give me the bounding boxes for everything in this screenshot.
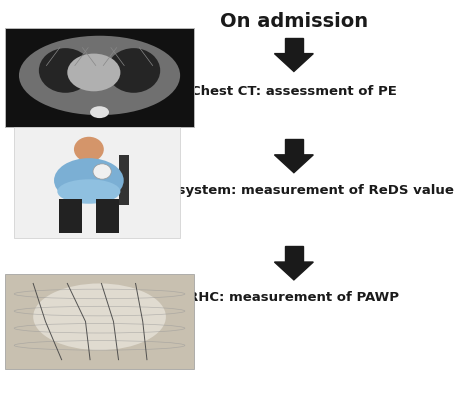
Ellipse shape: [107, 48, 160, 93]
Text: Chest CT: assessment of PE: Chest CT: assessment of PE: [191, 85, 397, 98]
Circle shape: [74, 137, 104, 162]
Text: RHC: measurement of PAWP: RHC: measurement of PAWP: [188, 291, 400, 304]
Polygon shape: [274, 155, 313, 173]
Ellipse shape: [67, 54, 120, 91]
Text: ReDS system: measurement of ReDS value: ReDS system: measurement of ReDS value: [134, 184, 454, 197]
Ellipse shape: [57, 179, 120, 204]
Bar: [59, 199, 82, 233]
Bar: [118, 155, 128, 205]
Ellipse shape: [33, 283, 166, 350]
Bar: [5, 28, 194, 127]
Ellipse shape: [90, 106, 109, 118]
Ellipse shape: [54, 158, 124, 202]
Bar: [5, 274, 194, 369]
Bar: [5, 28, 194, 127]
Polygon shape: [285, 139, 303, 155]
Ellipse shape: [19, 36, 180, 115]
Polygon shape: [274, 54, 313, 71]
Bar: [14, 127, 180, 238]
Polygon shape: [285, 246, 303, 262]
Polygon shape: [274, 262, 313, 280]
Text: On admission: On admission: [220, 12, 368, 31]
Ellipse shape: [39, 48, 92, 93]
Circle shape: [93, 164, 111, 179]
Bar: [96, 199, 118, 233]
Polygon shape: [285, 38, 303, 54]
